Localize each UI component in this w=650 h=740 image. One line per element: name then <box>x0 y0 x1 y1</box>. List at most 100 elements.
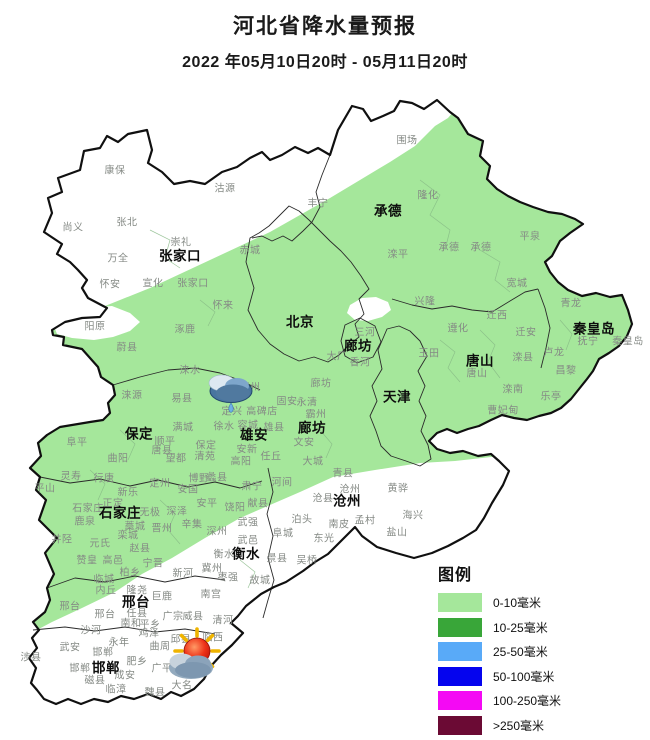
province-border <box>27 98 634 706</box>
map-county-label: 遵化 <box>448 322 469 335</box>
map-county-label: 容城 <box>238 419 259 432</box>
legend-label: >250毫米 <box>493 718 545 733</box>
map-county-label: 藁城 <box>125 520 146 533</box>
map-county-label: 武安 <box>60 641 81 654</box>
map-county-label: 丰宁 <box>308 197 329 210</box>
map-city-label: 石家庄 <box>98 505 141 521</box>
map-county-label: 望都 <box>166 452 187 465</box>
legend-color-swatch <box>438 617 482 637</box>
map-county-label: 安新 <box>237 443 258 456</box>
map-county-label: 高邑 <box>103 554 124 567</box>
legend-title: 图例 <box>438 567 473 584</box>
map-county-label: 康保 <box>105 164 126 177</box>
map-county-label: 邱县 <box>171 633 192 646</box>
map-county-label: 沽源 <box>215 182 236 195</box>
map-county-label: 唐县 <box>152 444 173 457</box>
map-city-label: 沧州 <box>333 493 361 509</box>
legend-item: 10-25毫米 <box>438 617 638 637</box>
map-county-label: 顺平 <box>155 436 176 448</box>
map-county-label: 宽城 <box>507 277 528 290</box>
map-county-label: 南皮 <box>329 518 350 531</box>
map-county-label: 深泽 <box>167 506 188 518</box>
map-county-label: 宣化 <box>143 277 164 290</box>
map-county-label: 南和 <box>121 617 142 630</box>
map-county-label: 石家庄 <box>72 502 104 515</box>
map-county-label: 献县 <box>248 497 269 510</box>
map-county-label: 涉县 <box>21 651 42 664</box>
map-county-label: 迁安 <box>516 326 537 339</box>
map-county-label: 新河 <box>173 567 194 580</box>
map-county-label: 任丘 <box>261 450 282 463</box>
map-county-label: 景县 <box>267 553 288 565</box>
map-county-label: 博野 <box>189 472 210 485</box>
map-city-label: 北京 <box>286 314 314 330</box>
map-city-label: 唐山 <box>466 353 494 369</box>
map-county-label: 武强 <box>238 516 259 529</box>
map-county-label: 高碑店 <box>246 405 278 418</box>
map-city-label: 雄安 <box>239 427 268 443</box>
map-county-label: 三河 <box>355 327 376 339</box>
map-county-label: 盐山 <box>387 526 408 539</box>
map-county-label: 大城 <box>303 455 324 468</box>
legend-item: >250毫米 <box>438 715 638 735</box>
map-county-label: 饶阳 <box>225 501 246 514</box>
map-county-label: 吴桥 <box>297 555 318 567</box>
map-county-label: 万全 <box>108 252 129 265</box>
legend-label: 0-10毫米 <box>493 596 542 610</box>
map-county-label: 赤城 <box>240 245 261 257</box>
map-county-label: 秦皇岛 <box>612 335 644 348</box>
map-county-label: 永年 <box>109 636 130 649</box>
map-county-label: 井陉 <box>52 533 73 546</box>
map-county-label: 磁县 <box>85 674 106 687</box>
map-county-label: 赵县 <box>130 542 151 555</box>
legend-label: 100-250毫米 <box>493 694 562 708</box>
map-county-label: 广平 <box>152 663 173 675</box>
map-county-label: 柏乡 <box>120 566 141 579</box>
map-county-label: 深州 <box>207 526 228 538</box>
map-county-label: 滦平 <box>388 248 409 261</box>
map-county-label: 玉田 <box>419 349 440 360</box>
map-county-label: 南宫 <box>201 588 222 601</box>
map-county-label: 邯郸 <box>93 646 114 659</box>
map-county-label: 乐亭 <box>541 390 562 403</box>
map-county-label: 安国 <box>178 483 199 496</box>
map-county-label: 成安 <box>115 669 136 682</box>
map-county-label: 泊头 <box>292 514 313 526</box>
map-county-label: 青龙 <box>561 297 582 310</box>
map-county-label: 鹿泉 <box>75 515 96 528</box>
map-county-label: 晋州 <box>152 523 173 535</box>
map-county-label: 高阳 <box>231 455 252 468</box>
map-county-label: 兴隆 <box>415 295 436 308</box>
map-county-label: 沙河 <box>81 625 102 637</box>
map-county-label: 鸡泽 <box>139 627 160 640</box>
map-county-label: 正定 <box>103 497 124 510</box>
map-city-label: 衡水 <box>232 546 260 562</box>
legend-item: 50-100毫米 <box>438 666 638 686</box>
legend-items: 0-10毫米 10-25毫米 25-50毫米 50-100毫米 100-250毫米 >25… <box>438 593 638 735</box>
map-county-label: 行唐 <box>94 472 115 485</box>
map-county-label: 徐水 <box>214 420 235 433</box>
map-county-label: 曲阳 <box>108 453 129 465</box>
map-county-label: 易县 <box>172 393 193 405</box>
map-county-label: 海兴 <box>403 509 424 522</box>
map-county-label: 巨鹿 <box>152 590 173 603</box>
county-boundaries <box>89 179 573 589</box>
map-county-label: 元氏 <box>90 538 111 550</box>
map-county-label: 卢龙 <box>544 346 565 359</box>
map-county-label: 故城 <box>250 574 271 587</box>
map-county-label: 栾城 <box>118 529 139 542</box>
map-county-label: 青县 <box>333 467 354 480</box>
map-county-label: 任县 <box>127 607 148 620</box>
map-city-label: 邢台 <box>122 594 150 610</box>
forecast-period: 2022 年05月10日20时 - 05月11日20时 <box>182 54 468 71</box>
map-county-label: 无极 <box>140 506 161 519</box>
map-county-label: 肃宁 <box>242 480 263 493</box>
map-county-label: 永清 <box>297 396 318 409</box>
map-county-label: 涿鹿 <box>175 323 196 336</box>
map-county-label: 邢台 <box>60 600 81 613</box>
map-county-label: 蔚县 <box>117 342 138 354</box>
map-county-label: 威县 <box>183 610 204 623</box>
map-county-label: 满城 <box>173 422 194 434</box>
map-county-label: 衡水 <box>214 549 235 561</box>
